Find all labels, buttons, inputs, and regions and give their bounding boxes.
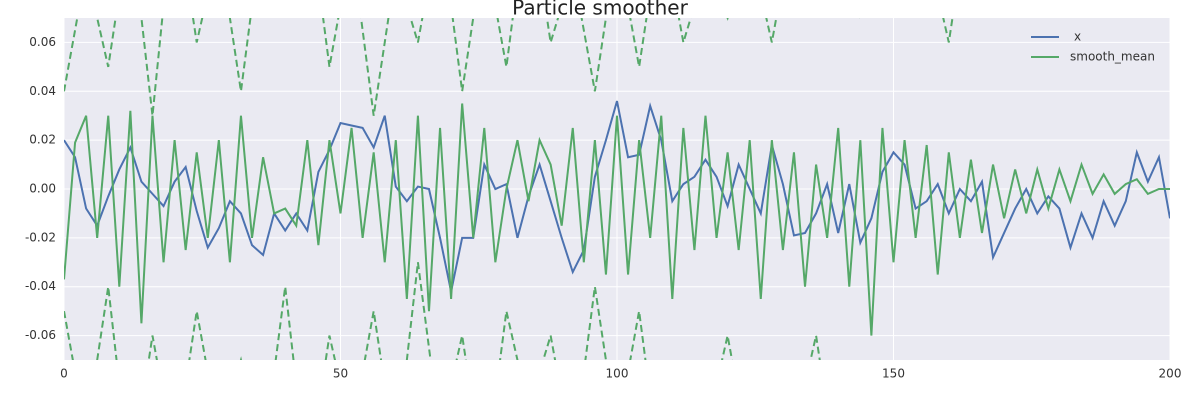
y-tick-label: 0.04 — [29, 84, 56, 98]
chart-title: Particle smoother — [512, 0, 688, 20]
legend-label: smooth_mean — [1070, 50, 1155, 64]
grid — [63, 18, 1171, 360]
x-tick-label: 50 — [333, 367, 348, 381]
band-line — [64, 18, 954, 116]
series-line — [64, 103, 1170, 336]
x-tick-label: 100 — [606, 367, 629, 381]
y-tick-label: 0.00 — [29, 182, 56, 196]
x-tick-label: 0 — [60, 367, 68, 381]
legend: x smooth_mean — [1031, 30, 1155, 64]
y-tick-label: -0.02 — [25, 230, 56, 244]
legend-label: x — [1074, 30, 1081, 44]
lines — [64, 18, 1170, 360]
y-tick-label: -0.04 — [25, 279, 56, 293]
y-tick-label: -0.06 — [25, 328, 56, 342]
y-tick-label: 0.06 — [29, 35, 56, 49]
x-tick-label: 200 — [1159, 367, 1182, 381]
x-tick-label: 150 — [882, 367, 905, 381]
y-tick-label: 0.02 — [29, 133, 56, 147]
ticks: -0.06 -0.04 -0.02 0.00 0.02 0.04 0.06 0 50 100 150… — [25, 35, 1182, 381]
